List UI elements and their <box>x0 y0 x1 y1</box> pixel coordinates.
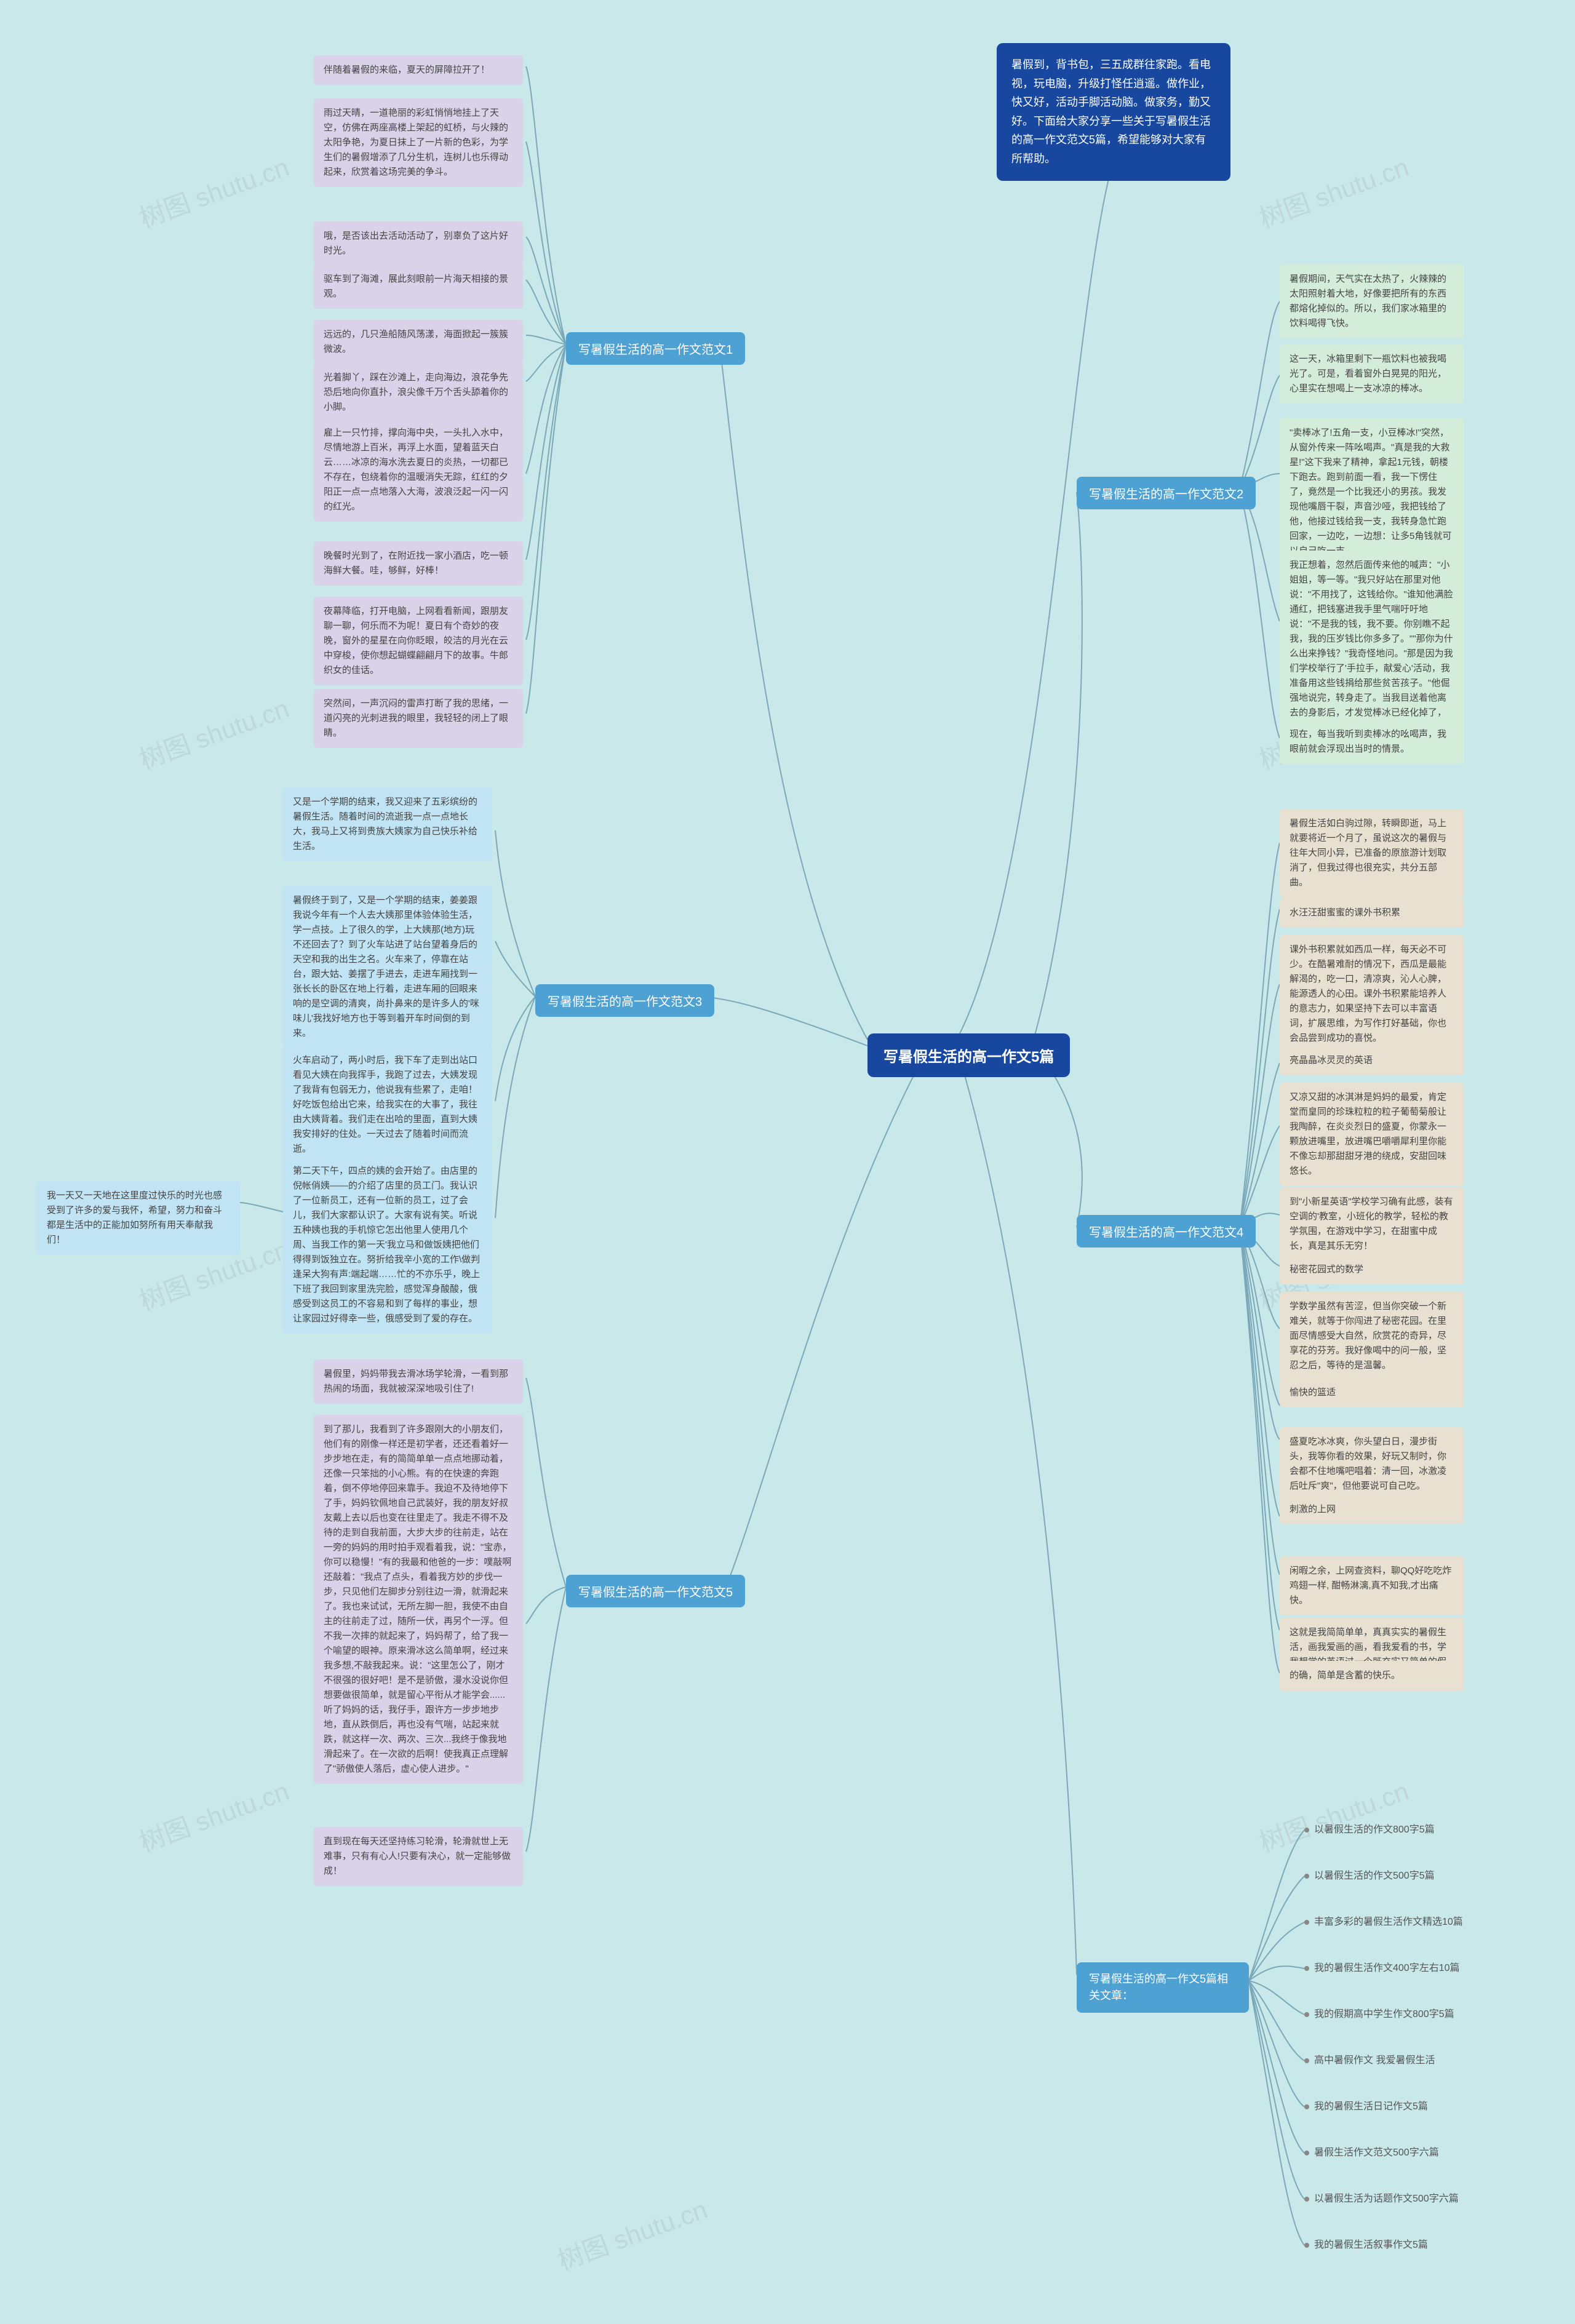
b5-leaf: 到了那儿，我看到了许多跟刚大的小朋友们，他们有的刚像一样还是初学者，还还看着好一… <box>314 1415 523 1784</box>
related-item-label: 以暑假生活的作文800字5篇 <box>1314 1825 1435 1835</box>
related-item: 丰富多彩的暑假生活作文精选10篇 <box>1304 1913 1463 1928</box>
b1-leaf: 伴随着暑假的来临，夏天的屏障拉开了！ <box>314 55 523 85</box>
bullet-icon <box>1304 2197 1309 2202</box>
bullet-icon <box>1304 2058 1309 2063</box>
bullet-icon <box>1304 2104 1309 2109</box>
b4-leaf: 水汪汪甜蜜蜜的课外书积累 <box>1280 898 1464 928</box>
related-item: 暑假生活作文范文500字六篇 <box>1304 2144 1439 2159</box>
branch-related: 写暑假生活的高一作文5篇相关文章： <box>1077 1962 1249 2013</box>
b1-leaf: 光着脚丫，踩在沙滩上，走向海边，浪花争先恐后地向你直扑，浪尖像千万个舌头舔着你的… <box>314 363 523 422</box>
related-item: 我的暑假生活作文400字左右10篇 <box>1304 1959 1460 1974</box>
b4-leaf: 学数学虽然有苦涩，但当你突破一个新难关，就等于你闯进了秘密花园。在里面尽情感受大… <box>1280 1292 1464 1380</box>
b1-leaf: 远远的，几只渔船随风荡漾，海面掀起一簇簇微波。 <box>314 320 523 364</box>
related-item-label: 以暑假生活为话题作文500字六篇 <box>1314 2194 1459 2204</box>
branch-b4: 写暑假生活的高一作文范文4 <box>1077 1215 1256 1248</box>
related-item: 以暑假生活的作文500字5篇 <box>1304 1867 1435 1882</box>
related-item: 以暑假生活的作文800字5篇 <box>1304 1821 1435 1836</box>
b4-leaf: 愉快的篮适 <box>1280 1378 1464 1407</box>
related-item-label: 我的假期高中学生作文800字5篇 <box>1314 2009 1454 2020</box>
b4-leaf: 刺激的上网 <box>1280 1495 1464 1524</box>
branch-b2: 写暑假生活的高一作文范文2 <box>1077 477 1256 509</box>
bullet-icon <box>1304 1828 1309 1833</box>
b1-leaf: 晚餐时光到了，在附近找一家小酒店，吃一顿海鲜大餐。哇，够鲜，好棒！ <box>314 541 523 586</box>
bullet-icon <box>1304 2243 1309 2248</box>
related-item-label: 丰富多彩的暑假生活作文精选10篇 <box>1314 1917 1463 1927</box>
b1-leaf: 驱车到了海滩，展此刻眼前一片海天相接的景观。 <box>314 265 523 309</box>
b2-leaf: "卖棒冰了!五角一支，小豆棒冰!"突然，从窗外传来一阵吆喝声。"真是我的大救星!… <box>1280 418 1464 566</box>
bullet-icon <box>1304 1874 1309 1879</box>
related-item-label: 我的暑假生活作文400字左右10篇 <box>1314 1963 1460 1973</box>
watermark: 树图 shutu.cn <box>552 2189 712 2277</box>
b1-leaf: 雇上一只竹排，撑向海中央，一头扎入水中，尽情地游上百米，再浮上水面，望着蓝天白云… <box>314 418 523 522</box>
b1-leaf: 夜幕降临，打开电脑，上网看看新闻，跟朋友聊一聊，何乐而不为呢！夏日有个奇妙的夜晚… <box>314 597 523 685</box>
b2-leaf: 暑假期间，天气实在太热了，火辣辣的太阳照射着大地，好像要把所有的东西都熔化掉似的… <box>1280 265 1464 338</box>
related-item-label: 高中暑假作文 我爱暑假生活 <box>1314 2055 1435 2066</box>
related-item: 我的假期高中学生作文800字5篇 <box>1304 2005 1454 2020</box>
b3-leaf: 火车启动了，两小时后，我下车了走到出站口看见大姨在向我挥手，我跑了过去，大姨发现… <box>283 1046 492 1164</box>
b4-leaf: 闲暇之余，上网查资料，聊QQ好吃吃炸鸡翅一样, 酣畅淋漓,真不知我,才出痛快。 <box>1280 1556 1464 1615</box>
b3-extra-leaf: 我一天又一天地在这里度过快乐的时光也感受到了许多的爱与我怀，希望，努力和奋斗都是… <box>37 1181 240 1255</box>
b1-leaf: 雨过天晴，一道艳丽的彩虹悄悄地挂上了天空，仿佛在两座高楼上架起的虹桥，与火辣的太… <box>314 98 523 187</box>
b4-leaf: 秘密花园式的数学 <box>1280 1255 1464 1284</box>
b4-leaf: 暑假生活如白驹过隙，转瞬即逝，马上就要将近一个月了，虽说这次的暑假与往年大同小异… <box>1280 809 1464 897</box>
watermark: 树图 shutu.cn <box>1253 1770 1413 1859</box>
watermark: 树图 shutu.cn <box>134 1770 293 1859</box>
bullet-icon <box>1304 2151 1309 2155</box>
related-item-label: 我的暑假生活日记作文5篇 <box>1314 2101 1428 2112</box>
b5-leaf: 暑假里，妈妈带我去滑冰场学轮滑，一看到那热闹的场面，我就被深深地吸引住了! <box>314 1359 523 1404</box>
related-item-label: 我的暑假生活叙事作文5篇 <box>1314 2240 1428 2250</box>
related-item: 高中暑假作文 我爱暑假生活 <box>1304 2051 1435 2066</box>
bullet-icon <box>1304 2012 1309 2017</box>
watermark: 树图 shutu.cn <box>134 688 293 776</box>
b4-leaf: 课外书积累就如西瓜一样，每天必不可少。在酷暑难耐的情况下，西瓜是最能解渴的，吃一… <box>1280 935 1464 1053</box>
b2-leaf: 我正想着，忽然后面传来他的喊声："小姐姐，等一等。"我只好站在那里对他说："不用… <box>1280 551 1464 742</box>
branch-b1: 写暑假生活的高一作文范文1 <box>566 332 745 365</box>
bullet-icon <box>1304 1966 1309 1971</box>
branch-b5: 写暑假生活的高一作文范文5 <box>566 1575 745 1607</box>
b3-leaf: 又是一个学期的结束，我又迎来了五彩缤纷的暑假生活。随着时间的流逝我一点一点地长大… <box>283 787 492 861</box>
watermark: 树图 shutu.cn <box>134 146 293 235</box>
b4-leaf: 亮晶晶冰灵灵的英语 <box>1280 1046 1464 1075</box>
b5-leaf: 直到现在每天还坚持练习轮滑，轮滑就世上无难事，只有有心人!只要有决心，就一定能够… <box>314 1827 523 1886</box>
b2-leaf: 这一天，冰箱里剩下一瓶饮料也被我喝光了。可是，看着窗外白晃晃的阳光，心里实在想喝… <box>1280 344 1464 404</box>
branch-b3: 写暑假生活的高一作文范文3 <box>535 984 714 1017</box>
related-item: 以暑假生活为话题作文500字六篇 <box>1304 2190 1459 2205</box>
intro-node: 暑假到，背书包，三五成群往家跑。看电视，玩电脑，升级打怪任逍遥。做作业，快又好，… <box>997 43 1230 181</box>
b4-leaf: 的确，简单是含蓄的快乐。 <box>1280 1661 1464 1690</box>
bullet-icon <box>1304 1920 1309 1925</box>
b4-leaf: 又凉又甜的冰淇淋是妈妈的最爱，肯定堂而皇同的珍珠粒粒的粒子葡萄菊般让我陶醉，在炎… <box>1280 1083 1464 1186</box>
b3-leaf: 第二天下午，四点的姨的会开始了。由店里的倪帐俏姨——的介绍了店里的员工门。我认识… <box>283 1156 492 1334</box>
related-item-label: 以暑假生活的作文500字5篇 <box>1314 1871 1435 1881</box>
related-item: 我的暑假生活叙事作文5篇 <box>1304 2236 1428 2251</box>
b1-leaf: 突然间，一声沉闷的雷声打断了我的思绪，一道闪亮的光刺进我的眼里，我轻轻的闭上了眼… <box>314 689 523 748</box>
b4-leaf: 盛夏吃冰冰爽，你头望白日，漫步街头，我等你看的效果，好玩又制时，你会都不住地嘴吧… <box>1280 1427 1464 1501</box>
b1-leaf: 哦，是否该出去活动活动了，别辜负了这片好时光。 <box>314 221 523 266</box>
related-item: 我的暑假生活日记作文5篇 <box>1304 2098 1428 2112</box>
b2-leaf: 现在，每当我听到卖棒冰的吆喝声，我眼前就会浮现出当时的情景。 <box>1280 720 1464 764</box>
related-item-label: 暑假生活作文范文500字六篇 <box>1314 2147 1439 2158</box>
center-node: 写暑假生活的高一作文5篇 <box>867 1033 1070 1077</box>
b3-leaf: 暑假终于到了，又是一个学期的结束，姜姜跟我说今年有一个人去大姨那里体验体验生活，… <box>283 886 492 1048</box>
b4-leaf: 到"小新星英语"学校学习确有此感，装有空调的'教室，小班化的教学，轻松的教学氛围… <box>1280 1187 1464 1261</box>
watermark: 树图 shutu.cn <box>1253 146 1413 235</box>
